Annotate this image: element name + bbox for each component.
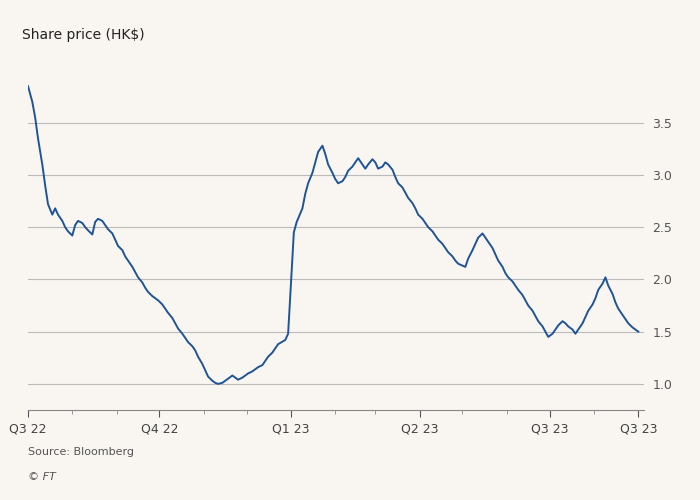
Text: Source: Bloomberg: Source: Bloomberg <box>28 447 134 457</box>
Text: © FT: © FT <box>28 472 56 482</box>
Text: Share price (HK$): Share price (HK$) <box>22 28 144 42</box>
